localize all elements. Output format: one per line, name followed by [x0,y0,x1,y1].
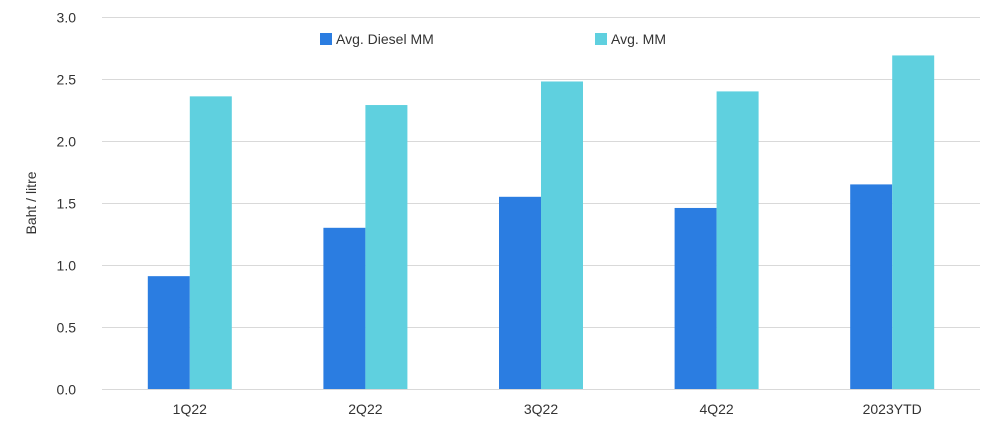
y-tick-label: 1.0 [57,258,77,274]
y-tick-label: 3.0 [57,10,77,26]
bar-avg-mm-2023ytd [892,55,935,389]
x-tick-label: 2Q22 [348,401,382,417]
legend-swatch [595,33,607,45]
y-tick-label: 0.5 [57,320,77,336]
bar-avg-mm-3q22 [541,81,583,389]
bar-avg-diesel-mm-4q22 [674,207,717,389]
y-tick-label: 0.0 [57,382,77,398]
legend-item: Avg. MM [595,31,666,47]
bars [147,55,935,390]
bar-avg-diesel-mm-3q22 [499,196,541,389]
x-tick-label: 4Q22 [699,401,733,417]
y-tick-label: 1.5 [57,196,77,212]
bar-avg-diesel-mm-2023ytd [850,184,893,389]
x-axis-ticks: 1Q22 2Q22 3Q22 4Q22 2023YTD [102,389,980,417]
bar-avg-mm-1q22 [189,96,232,390]
x-tick-label: 1Q22 [173,401,207,417]
bar-avg-mm-4q22 [716,91,759,390]
bar-avg-mm-2q22 [365,105,408,389]
legend-label: Avg. Diesel MM [336,31,434,47]
legend-item: Avg. Diesel MM [320,31,434,47]
y-tick-label: 2.0 [57,134,77,150]
bar-avg-diesel-mm-2q22 [323,227,366,389]
y-axis-ticks: 0.0 0.5 1.0 1.5 2.0 2.5 3.0 [57,10,77,398]
legend: Avg. Diesel MM Avg. MM [320,31,666,47]
y-axis-title: Baht / litre [23,171,39,234]
bar-avg-diesel-mm-1q22 [147,276,190,389]
y-tick-label: 2.5 [57,72,77,88]
x-tick-label: 3Q22 [524,401,558,417]
legend-swatch [320,33,332,45]
x-tick-label: 2023YTD [863,401,922,417]
legend-label: Avg. MM [611,31,666,47]
